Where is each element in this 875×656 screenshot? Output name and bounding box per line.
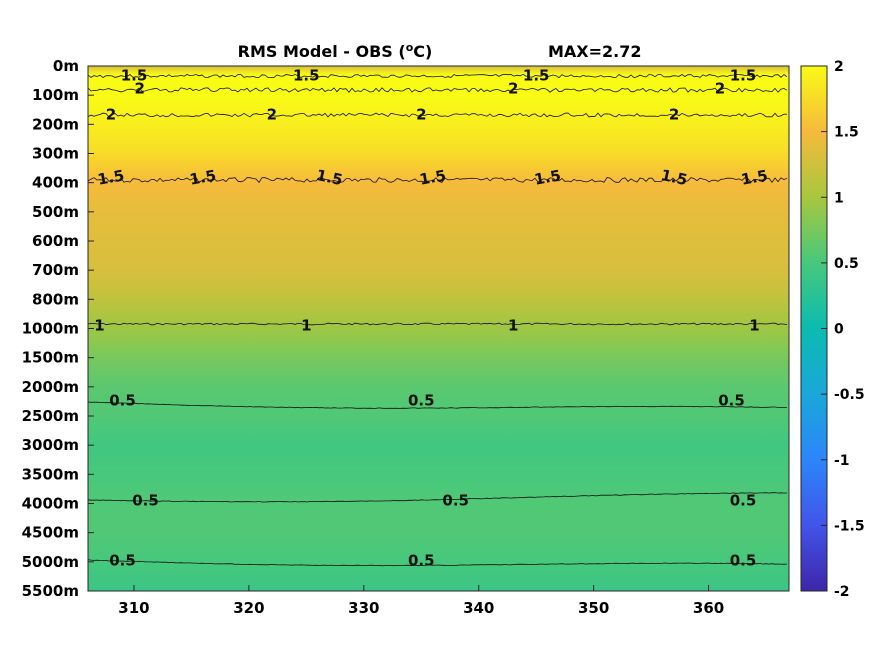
contour-label: 2 bbox=[715, 80, 725, 98]
y-tick-label: 500m bbox=[32, 203, 79, 221]
y-tick-label: 5000m bbox=[22, 553, 79, 571]
chart-title: RMS Model - OBS (oC) bbox=[238, 41, 433, 62]
colorbar-tick-label: 0 bbox=[834, 322, 844, 338]
contour-label: 0.5 bbox=[730, 552, 757, 570]
colorbar-tick-label: 1 bbox=[834, 190, 844, 206]
contour-label: 1 bbox=[749, 317, 759, 335]
contour-label: 1 bbox=[508, 317, 518, 335]
x-tick-label: 360 bbox=[693, 599, 724, 617]
contour-label: 0.5 bbox=[408, 552, 435, 570]
y-tick-label: 200m bbox=[32, 115, 79, 133]
contour-label: 0.5 bbox=[408, 392, 435, 410]
contour-line bbox=[87, 73, 788, 79]
colorbar-tick-label: 1.5 bbox=[834, 125, 859, 141]
contour-line bbox=[87, 492, 788, 503]
colorbar-tick-label: -2 bbox=[834, 584, 850, 600]
contour-label: 2 bbox=[508, 80, 518, 98]
contour-label: 1.5 bbox=[659, 166, 689, 189]
contour-label: 1.5 bbox=[96, 166, 125, 188]
y-axis: 0m 100m 200m 300m 400m 500m 600m 700m 800m 1000m 1… bbox=[22, 57, 94, 600]
x-tick-label: 330 bbox=[348, 599, 379, 617]
y-tick-label: 3500m bbox=[22, 465, 79, 483]
colorbar-tick-label: -0.5 bbox=[834, 387, 865, 403]
contour-lines bbox=[87, 73, 788, 567]
y-tick-label: 4000m bbox=[22, 495, 79, 513]
contour-label: 2 bbox=[416, 106, 426, 124]
contour-label: 1.5 bbox=[121, 67, 148, 85]
y-tick-label: 5500m bbox=[22, 582, 79, 600]
x-tick-label: 350 bbox=[578, 599, 609, 617]
contour-label: 1.5 bbox=[188, 166, 217, 188]
contour-label: 2 bbox=[267, 106, 277, 124]
contour-label: 1.5 bbox=[293, 67, 320, 85]
contour-line bbox=[87, 401, 787, 409]
contour-line bbox=[87, 559, 788, 567]
contour-labels: 1.5 1.5 1.5 1.52 2 22 2 2 21.5 1.5 1.5 1.5 1.5 1.5 1.5… bbox=[94, 67, 769, 570]
contour-label: 1 bbox=[301, 317, 311, 335]
contour-line bbox=[87, 87, 788, 93]
y-tick-label: 300m bbox=[32, 145, 79, 163]
y-tick-label: 0m bbox=[53, 57, 79, 75]
contour-label: 0.5 bbox=[730, 492, 757, 510]
contour-label: 1.5 bbox=[418, 166, 447, 188]
max-annotation: MAX=2.72 bbox=[548, 42, 642, 61]
contour-line bbox=[87, 112, 788, 118]
contour-line bbox=[87, 322, 788, 326]
colorbar-ticks: 2 1.5 1 0.5 0 -0.5 -1 -1.5 -2 bbox=[821, 59, 865, 600]
y-tick-label: 600m bbox=[32, 232, 79, 250]
contour-label: 0.5 bbox=[132, 492, 159, 510]
y-tick-label: 3000m bbox=[22, 436, 79, 454]
y-tick-label: 4500m bbox=[22, 524, 79, 542]
contour-label: 1.5 bbox=[315, 166, 345, 189]
contour-label: 1.5 bbox=[740, 166, 769, 188]
y-tick-label: 400m bbox=[32, 174, 79, 192]
contour-label: 0.5 bbox=[442, 492, 469, 510]
x-axis: 310 320 330 340 350 360 bbox=[118, 585, 724, 617]
contour-label: 1.5 bbox=[730, 67, 757, 85]
contour-label: 1 bbox=[94, 317, 104, 335]
contour-line bbox=[87, 177, 788, 184]
y-tick-label: 800m bbox=[32, 290, 79, 308]
contour-label: 2 bbox=[134, 80, 144, 98]
contour-label: 2 bbox=[106, 106, 116, 124]
x-tick-label: 310 bbox=[118, 599, 149, 617]
y-tick-label: 2500m bbox=[22, 407, 79, 425]
contour-label: 0.5 bbox=[109, 552, 136, 570]
y-tick-label: 1000m bbox=[22, 320, 79, 338]
contour-label: 1.5 bbox=[533, 166, 562, 188]
y-tick-label: 100m bbox=[32, 86, 79, 104]
y-tick-label: 2000m bbox=[22, 378, 79, 396]
colorbar-tick-label: -1 bbox=[834, 453, 850, 469]
x-tick-label: 320 bbox=[233, 599, 264, 617]
heatmap-field bbox=[88, 66, 789, 591]
y-tick-label: 700m bbox=[32, 261, 79, 279]
colorbar-tick-label: 2 bbox=[834, 59, 844, 75]
contour-label: 2 bbox=[669, 106, 679, 124]
contour-label: 1.5 bbox=[523, 67, 550, 85]
colorbar-tick-label: 0.5 bbox=[834, 256, 859, 272]
y-tick-label: 1500m bbox=[22, 349, 79, 367]
contour-label: 0.5 bbox=[109, 392, 136, 410]
x-tick-label: 340 bbox=[463, 599, 494, 617]
contour-label: 0.5 bbox=[718, 392, 745, 410]
colorbar-tick-label: -1.5 bbox=[834, 518, 865, 534]
